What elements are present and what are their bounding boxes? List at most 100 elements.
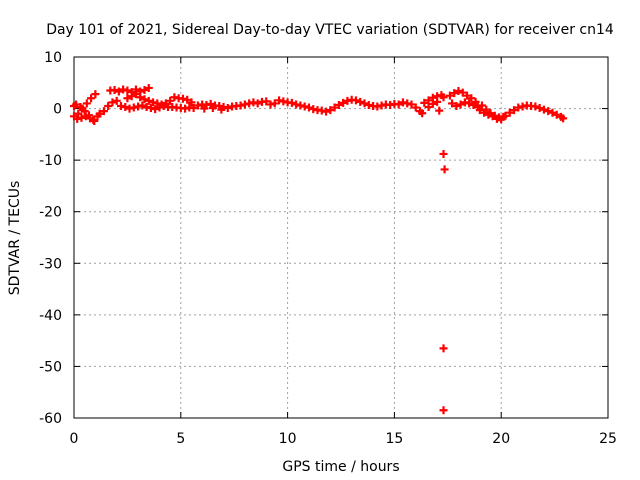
- chart-title: Day 101 of 2021, Sidereal Day-to-day VTE…: [46, 22, 614, 38]
- data-point: [206, 99, 215, 108]
- data-point: [535, 104, 544, 113]
- data-point: [505, 108, 514, 117]
- data-point: [208, 104, 217, 113]
- data-point: [287, 98, 296, 107]
- tick-labels: 0 5 10 15 20 25 10 0 -10 -20 -30 -40 -50 -60: [39, 50, 617, 447]
- y-tick-label: -30: [39, 256, 62, 272]
- data-point: [454, 87, 463, 96]
- data-point: [544, 107, 553, 116]
- data-point: [123, 86, 132, 95]
- data-point: [91, 90, 100, 99]
- data-point: [448, 99, 457, 108]
- x-axis-label: GPS time / hours: [282, 459, 399, 475]
- data-point: [121, 103, 130, 112]
- data-point: [411, 103, 420, 112]
- data-points: [70, 83, 568, 415]
- y-tick-label: -50: [39, 359, 62, 375]
- data-point: [418, 109, 427, 118]
- x-tick-label: 5: [176, 431, 185, 447]
- data-point: [223, 104, 232, 113]
- data-point: [138, 101, 147, 110]
- data-point: [144, 96, 153, 105]
- data-point: [440, 165, 449, 174]
- data-point: [82, 99, 91, 108]
- data-point: [90, 116, 99, 125]
- data-point: [304, 103, 313, 112]
- data-point: [484, 110, 493, 119]
- data-point: [452, 101, 461, 110]
- plot-frame: [73, 56, 609, 419]
- data-point: [189, 104, 198, 113]
- data-point: [253, 99, 262, 108]
- y-tick-label: -60: [39, 411, 62, 427]
- data-point: [262, 97, 271, 106]
- data-point: [469, 100, 478, 109]
- x-tick-label: 0: [70, 431, 79, 447]
- data-point: [95, 109, 104, 118]
- data-point: [70, 101, 78, 110]
- data-point: [110, 86, 119, 95]
- x-tick-label: 15: [385, 431, 403, 447]
- data-point: [330, 103, 339, 112]
- data-point: [439, 93, 448, 102]
- data-point: [439, 344, 448, 353]
- data-point: [114, 87, 123, 96]
- data-point: [270, 99, 279, 108]
- data-point: [200, 104, 209, 113]
- data-point: [161, 99, 170, 108]
- data-point: [456, 100, 465, 109]
- x-tick-label: 25: [599, 431, 617, 447]
- data-point: [433, 97, 442, 106]
- data-point: [183, 95, 192, 104]
- data-point: [394, 100, 403, 109]
- data-point: [140, 95, 149, 104]
- data-point: [439, 406, 448, 415]
- data-point: [467, 94, 476, 103]
- data-point: [217, 105, 226, 114]
- data-point: [339, 98, 348, 107]
- data-point: [86, 114, 95, 123]
- data-point: [326, 106, 335, 115]
- data-point: [166, 96, 175, 105]
- x-tick-label: 10: [279, 431, 297, 447]
- data-point: [77, 113, 86, 122]
- data-point: [501, 111, 510, 120]
- data-point: [480, 108, 489, 117]
- data-point: [439, 149, 448, 158]
- y-axis-label: SDTVAR / TECUs: [7, 181, 23, 296]
- data-point: [458, 88, 467, 97]
- data-point: [510, 106, 519, 115]
- data-point: [136, 93, 145, 102]
- data-point: [539, 105, 548, 114]
- data-point: [424, 103, 433, 112]
- data-point: [435, 106, 444, 115]
- data-point: [187, 98, 196, 107]
- data-point: [104, 101, 113, 110]
- data-point: [334, 100, 343, 109]
- data-point: [475, 106, 484, 115]
- y-tick-label: -10: [39, 153, 62, 169]
- y-tick-label: 10: [44, 50, 62, 66]
- data-point: [356, 97, 365, 106]
- data-point: [428, 99, 437, 108]
- data-point: [112, 96, 121, 105]
- data-point: [531, 102, 540, 111]
- data-point: [351, 96, 360, 105]
- data-point: [445, 91, 454, 100]
- data-point: [552, 110, 561, 119]
- data-point: [131, 90, 140, 99]
- data-point: [151, 105, 160, 114]
- data-point: [99, 107, 108, 116]
- data-point: [322, 107, 331, 116]
- y-tick-label: -20: [39, 205, 62, 221]
- data-point: [497, 115, 506, 124]
- data-point: [420, 98, 429, 107]
- y-tick-label: -40: [39, 308, 62, 324]
- data-point: [559, 114, 568, 123]
- data-point: [123, 94, 132, 103]
- axis-ticks: [73, 56, 609, 419]
- data-point: [407, 100, 416, 109]
- data-point: [548, 108, 557, 117]
